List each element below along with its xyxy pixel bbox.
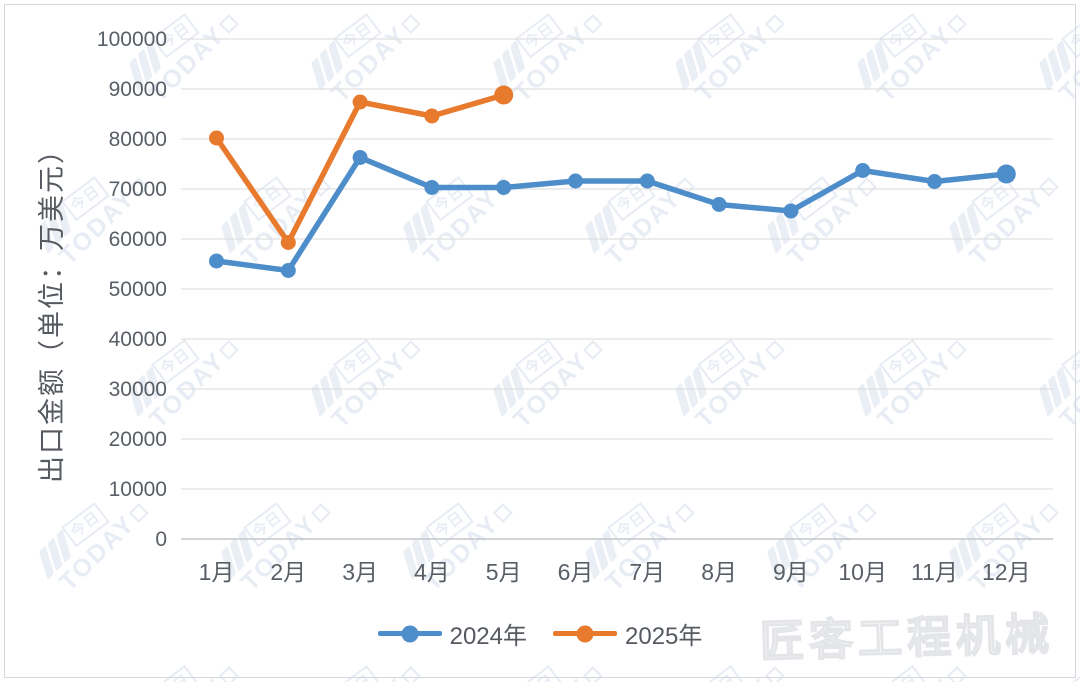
y-tick-label: 40000: [109, 328, 167, 351]
legend-label: 2025年: [625, 623, 703, 650]
corner-watermark-text: 匠客工程机械: [759, 609, 1056, 667]
x-tick-label: 7月: [629, 559, 665, 585]
y-tick-label: 10000: [109, 478, 167, 501]
legend-item-2024年: 2024年: [377, 616, 527, 651]
data-point-marker-2024年: [280, 263, 296, 278]
data-point-marker-2024年: [996, 164, 1016, 184]
data-point-marker-2024年: [711, 197, 727, 212]
y-tick-label: 60000: [109, 228, 167, 251]
data-point-marker-2024年: [352, 150, 368, 165]
x-tick-label: 6月: [558, 559, 594, 585]
data-point-marker-2024年: [568, 173, 583, 189]
data-point-marker-2024年: [209, 253, 224, 269]
legend-item-2025年: 2025年: [553, 616, 702, 651]
data-point-marker-2025年: [424, 108, 440, 124]
data-point-marker-2025年: [352, 94, 368, 110]
legend-marker-icon: [553, 625, 617, 642]
x-tick-label: 5月: [486, 559, 522, 585]
x-tick-label: 3月: [342, 559, 378, 585]
legend-marker-dot: [576, 625, 594, 642]
data-point-marker-2025年: [209, 130, 224, 146]
x-tick-label: 2月: [270, 559, 306, 585]
x-tick-label: 10月: [838, 559, 887, 585]
data-point-marker-2025年: [280, 235, 296, 250]
data-point-marker-2024年: [855, 163, 871, 178]
chart-legend: 2024年 2025年: [0, 616, 1080, 651]
y-tick-label: 80000: [109, 128, 167, 151]
data-point-marker-2024年: [424, 180, 440, 195]
y-tick-label: 30000: [109, 378, 167, 401]
x-tick-label: 4月: [414, 559, 450, 585]
y-tick-label: 20000: [109, 428, 167, 451]
series-line-2025年: [213, 92, 507, 246]
y-tick-label: 90000: [109, 78, 167, 101]
y-tick-label: 50000: [109, 278, 167, 301]
legend-label: 2024年: [449, 623, 527, 650]
data-point-marker-2024年: [927, 174, 942, 189]
y-tick-label: 0: [155, 528, 167, 551]
y-tick-label: 100000: [97, 28, 167, 51]
data-point-marker-2024年: [496, 180, 512, 195]
x-tick-label: 11月: [911, 559, 958, 585]
x-tick-label: 8月: [701, 559, 737, 585]
x-tick-label: 12月: [982, 559, 1031, 585]
data-point-marker-2025年: [494, 85, 514, 105]
series-line-2024年: [213, 154, 1010, 274]
y-tick-label: 70000: [109, 178, 167, 201]
data-point-marker-2024年: [639, 173, 655, 189]
legend-marker-icon: [377, 625, 442, 642]
data-point-marker-2024年: [783, 203, 799, 219]
legend-marker-dot: [401, 625, 419, 642]
x-tick-label: 9月: [773, 559, 809, 585]
x-tick-label: 1月: [199, 559, 235, 585]
